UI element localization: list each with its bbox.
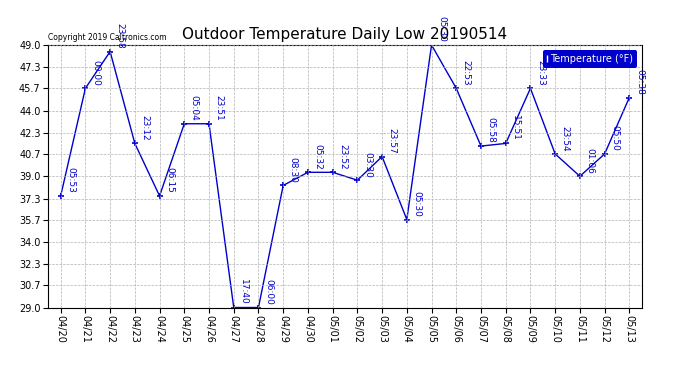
Text: 23:51: 23:51 [215, 95, 224, 121]
Text: 23:57: 23:57 [388, 128, 397, 154]
Legend: Temperature (°F): Temperature (°F) [543, 50, 637, 68]
Text: 15:51: 15:51 [511, 115, 520, 141]
Text: 23:54: 23:54 [561, 126, 570, 151]
Text: 17:40: 17:40 [239, 279, 248, 305]
Text: 08:30: 08:30 [288, 157, 298, 183]
Text: 05:58: 05:58 [486, 117, 495, 143]
Text: 00:00: 00:00 [91, 60, 100, 86]
Text: 06:15: 06:15 [165, 167, 174, 193]
Text: 23:52: 23:52 [338, 144, 347, 170]
Text: Copyright 2019 Caltronics.com: Copyright 2019 Caltronics.com [48, 33, 167, 42]
Title: Outdoor Temperature Daily Low 20190514: Outdoor Temperature Daily Low 20190514 [182, 27, 508, 42]
Text: 23:58: 23:58 [116, 23, 125, 49]
Text: 05:38: 05:38 [635, 69, 644, 95]
Text: 06:00: 06:00 [264, 279, 273, 305]
Text: 05:50: 05:50 [610, 125, 619, 151]
Text: 05:30: 05:30 [437, 16, 446, 42]
Text: 03:30: 03:30 [363, 152, 372, 177]
Text: 05:04: 05:04 [190, 95, 199, 121]
Text: 23:12: 23:12 [140, 115, 150, 141]
Text: 23:33: 23:33 [536, 60, 545, 86]
Text: 05:30: 05:30 [413, 191, 422, 217]
Text: 01:06: 01:06 [585, 148, 595, 174]
Text: 22:53: 22:53 [462, 60, 471, 86]
Text: 05:32: 05:32 [313, 144, 322, 170]
Text: 05:53: 05:53 [66, 167, 75, 193]
